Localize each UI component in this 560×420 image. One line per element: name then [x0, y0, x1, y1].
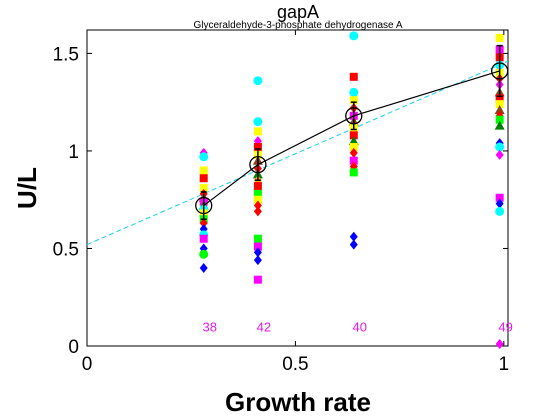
- y-axis-label: U/L: [12, 167, 42, 209]
- data-point: [253, 206, 262, 217]
- data-point: [253, 200, 262, 211]
- data-point: [349, 156, 358, 165]
- data-point: [349, 87, 359, 97]
- data-point: [199, 234, 208, 243]
- data-point: [253, 195, 262, 204]
- data-point: [495, 339, 504, 350]
- data-point: [349, 96, 358, 105]
- fit-line: [86, 60, 509, 246]
- data-point: [199, 249, 209, 259]
- data-point: [253, 117, 263, 127]
- data-point: [494, 120, 505, 130]
- axis-layer: 0 0.5 1 0 0.5 1 1.5: [53, 30, 510, 375]
- fit-layer: [86, 60, 509, 246]
- mean-marker: [491, 62, 509, 80]
- data-point: [253, 234, 262, 243]
- mean-marker: [345, 107, 363, 125]
- data-point: [495, 193, 504, 202]
- data-point: [349, 31, 359, 41]
- data-point: [253, 182, 262, 191]
- data-point: [199, 262, 208, 273]
- data-point: [199, 166, 208, 175]
- data-point: [349, 72, 358, 81]
- data-point: [253, 143, 262, 152]
- mean-layer: [195, 44, 509, 220]
- x-tick-label: 0.5: [282, 354, 308, 375]
- data-point: [495, 115, 504, 124]
- data-point: [349, 131, 358, 140]
- count-label: 40: [353, 319, 367, 334]
- y-tick-label: 1: [68, 142, 79, 163]
- data-point: [349, 239, 358, 250]
- count-label: 38: [202, 319, 216, 334]
- data-point: [199, 218, 208, 229]
- data-point: [253, 76, 263, 86]
- chart-title: gapA: [277, 2, 319, 22]
- x-tick-label: 0: [82, 354, 93, 375]
- data-point: [495, 142, 505, 152]
- chart-subtitle: Glyceraldehyde-3-phosphate dehydrogenase…: [193, 20, 402, 31]
- mean-marker: [249, 155, 267, 174]
- data-point: [348, 136, 359, 146]
- data-point: [199, 152, 209, 162]
- plot-area: [86, 29, 509, 347]
- data-point: [495, 94, 504, 103]
- data-point: [253, 247, 262, 258]
- data-point: [349, 168, 358, 177]
- data-point: [349, 231, 358, 242]
- data-point: [253, 189, 262, 198]
- x-axis-label: Growth rate: [225, 387, 371, 417]
- count-label: 42: [257, 319, 271, 334]
- data-point: [495, 206, 505, 216]
- y-tick-label: 0.5: [53, 239, 79, 260]
- data-point: [495, 198, 504, 209]
- data-point: [199, 174, 208, 183]
- mean-line: [203, 70, 500, 207]
- count-label: 49: [498, 319, 512, 334]
- data-point: [253, 127, 262, 136]
- data-point: [495, 33, 504, 42]
- data-point: [253, 242, 262, 251]
- data-point: [349, 143, 358, 152]
- mean-marker: [195, 196, 213, 215]
- count-layer: 38 42 40 49: [202, 319, 512, 334]
- data-point: [494, 104, 505, 114]
- data-point: [349, 147, 358, 158]
- data-point: [199, 184, 208, 192]
- y-tick-label: 0: [68, 337, 79, 358]
- data-point: [253, 255, 262, 266]
- data-point: [253, 275, 262, 284]
- data-point: [495, 149, 504, 160]
- y-tick-label: 1.5: [53, 44, 79, 65]
- data-point: [495, 100, 504, 109]
- x-tick-label: 1: [499, 354, 510, 375]
